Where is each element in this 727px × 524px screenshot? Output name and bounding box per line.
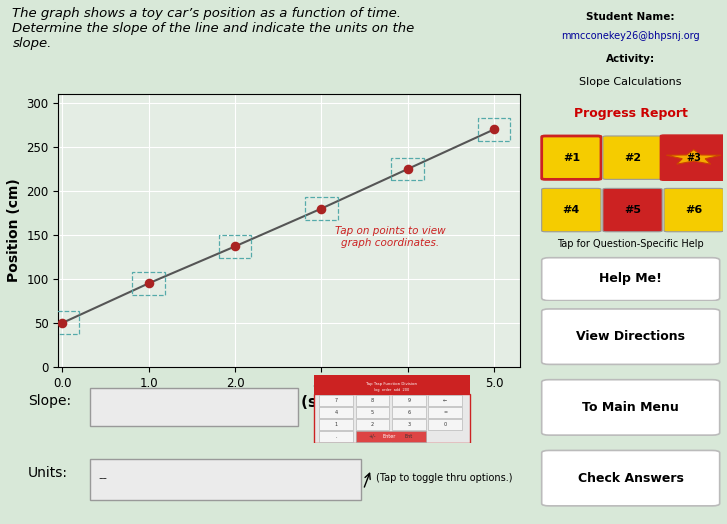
Text: 0: 0 bbox=[443, 422, 447, 427]
Text: #3: #3 bbox=[686, 152, 701, 162]
FancyBboxPatch shape bbox=[428, 407, 462, 418]
FancyBboxPatch shape bbox=[428, 395, 462, 406]
Text: 4: 4 bbox=[334, 410, 337, 415]
Text: 3: 3 bbox=[407, 422, 410, 427]
FancyBboxPatch shape bbox=[428, 419, 462, 430]
FancyBboxPatch shape bbox=[314, 375, 470, 394]
FancyBboxPatch shape bbox=[392, 395, 426, 406]
Text: The graph shows a toy car’s position as a function of time.
Determine the slope : The graph shows a toy car’s position as … bbox=[12, 7, 414, 50]
Polygon shape bbox=[667, 150, 721, 164]
Point bbox=[143, 279, 155, 288]
Text: #6: #6 bbox=[685, 205, 702, 215]
FancyBboxPatch shape bbox=[356, 431, 426, 442]
FancyBboxPatch shape bbox=[542, 451, 720, 506]
Text: #1: #1 bbox=[563, 152, 580, 162]
Text: View Directions: View Directions bbox=[577, 330, 685, 343]
Point bbox=[488, 125, 499, 134]
Text: To Main Menu: To Main Menu bbox=[582, 401, 679, 414]
Point bbox=[316, 204, 327, 213]
FancyBboxPatch shape bbox=[314, 394, 470, 443]
Text: Progress Report: Progress Report bbox=[574, 107, 688, 121]
Text: Tap for Question-Specific Help: Tap for Question-Specific Help bbox=[558, 238, 704, 248]
FancyBboxPatch shape bbox=[542, 258, 720, 301]
Text: Student Name:: Student Name: bbox=[587, 12, 675, 21]
Bar bbox=[391, 158, 424, 180]
Point bbox=[229, 242, 241, 250]
Text: 2: 2 bbox=[371, 422, 374, 427]
Bar bbox=[46, 311, 79, 334]
Text: 1: 1 bbox=[334, 422, 337, 427]
Text: Help Me!: Help Me! bbox=[599, 272, 662, 286]
FancyBboxPatch shape bbox=[319, 407, 353, 418]
Text: +/-: +/- bbox=[369, 434, 376, 439]
FancyBboxPatch shape bbox=[542, 309, 720, 364]
FancyBboxPatch shape bbox=[319, 431, 353, 442]
Text: =: = bbox=[443, 410, 447, 415]
Text: log  order  add  200: log order add 200 bbox=[374, 388, 409, 391]
Text: #4: #4 bbox=[563, 205, 580, 215]
Text: .: . bbox=[335, 434, 337, 439]
Y-axis label: Position (cm): Position (cm) bbox=[7, 179, 20, 282]
Text: Units:: Units: bbox=[28, 466, 68, 479]
FancyBboxPatch shape bbox=[356, 419, 390, 430]
Text: 8: 8 bbox=[371, 398, 374, 403]
Text: 6: 6 bbox=[407, 410, 410, 415]
FancyBboxPatch shape bbox=[664, 189, 723, 232]
FancyBboxPatch shape bbox=[660, 135, 727, 180]
Text: (Tap to toggle thru options.): (Tap to toggle thru options.) bbox=[377, 473, 513, 483]
FancyBboxPatch shape bbox=[392, 419, 426, 430]
FancyBboxPatch shape bbox=[90, 459, 361, 500]
Text: mmcconekey26@bhpsnj.org: mmcconekey26@bhpsnj.org bbox=[561, 31, 700, 41]
Point bbox=[402, 165, 414, 173]
FancyBboxPatch shape bbox=[356, 407, 390, 418]
FancyBboxPatch shape bbox=[392, 431, 426, 442]
FancyBboxPatch shape bbox=[356, 395, 390, 406]
Text: 7: 7 bbox=[334, 398, 337, 403]
FancyBboxPatch shape bbox=[356, 431, 390, 442]
Text: --: -- bbox=[98, 472, 108, 485]
FancyBboxPatch shape bbox=[542, 380, 720, 435]
Text: 9: 9 bbox=[407, 398, 410, 403]
Bar bbox=[478, 118, 510, 141]
Bar bbox=[219, 235, 252, 258]
Text: Slope Calculations: Slope Calculations bbox=[579, 77, 682, 88]
Text: Enter: Enter bbox=[382, 434, 396, 439]
Text: Tap on points to view
graph coordinates.: Tap on points to view graph coordinates. bbox=[335, 226, 446, 247]
X-axis label: Time (s): Time (s) bbox=[254, 395, 324, 410]
Text: #2: #2 bbox=[624, 152, 641, 162]
FancyBboxPatch shape bbox=[603, 189, 662, 232]
FancyBboxPatch shape bbox=[542, 189, 601, 232]
FancyBboxPatch shape bbox=[542, 136, 601, 179]
FancyBboxPatch shape bbox=[392, 407, 426, 418]
Bar bbox=[305, 197, 338, 220]
Text: Activity:: Activity: bbox=[606, 54, 655, 64]
Text: ←: ← bbox=[443, 398, 447, 403]
FancyBboxPatch shape bbox=[603, 136, 662, 179]
Text: Check Answers: Check Answers bbox=[578, 472, 683, 485]
Text: Ent: Ent bbox=[405, 434, 413, 439]
Bar bbox=[132, 272, 165, 294]
Point bbox=[57, 319, 68, 327]
Text: Slope:: Slope: bbox=[28, 394, 71, 408]
FancyBboxPatch shape bbox=[319, 419, 353, 430]
Text: 5: 5 bbox=[371, 410, 374, 415]
FancyBboxPatch shape bbox=[90, 388, 298, 425]
Text: Tap Trap Function Division: Tap Trap Function Division bbox=[366, 382, 417, 386]
Text: #5: #5 bbox=[624, 205, 641, 215]
FancyBboxPatch shape bbox=[319, 395, 353, 406]
